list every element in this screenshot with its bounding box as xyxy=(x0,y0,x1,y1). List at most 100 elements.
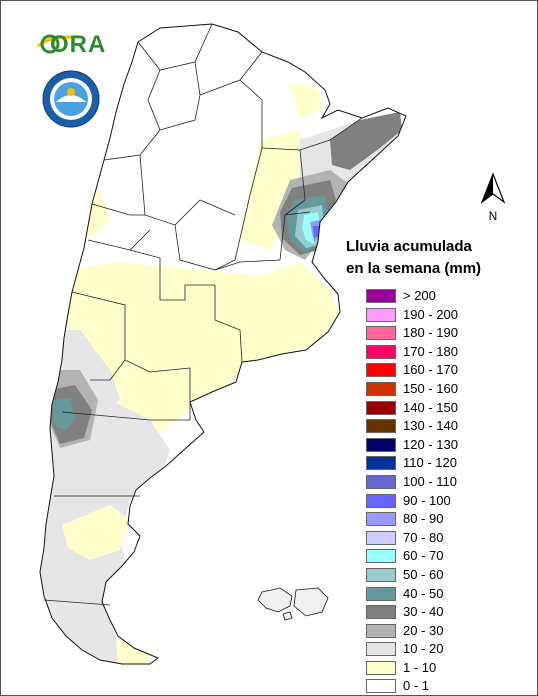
legend-title-line1: Lluvia acumulada xyxy=(346,238,472,255)
province-border xyxy=(129,249,215,301)
legend-swatch xyxy=(366,326,396,341)
province-border xyxy=(61,411,151,421)
legend-swatch xyxy=(366,623,396,638)
legend-item: 1 - 10 xyxy=(366,659,516,678)
legend-item: 60 - 70 xyxy=(366,547,516,566)
island-west xyxy=(257,587,293,613)
legend-label: 40 - 50 xyxy=(403,585,444,601)
legend-swatch xyxy=(366,605,396,620)
legend-label: 20 - 30 xyxy=(403,622,444,638)
legend-swatch xyxy=(366,381,396,396)
legend-item: 80 - 90 xyxy=(366,510,516,529)
smn-seal xyxy=(42,70,100,128)
legend-swatch xyxy=(366,419,396,434)
province-border xyxy=(43,599,111,606)
legend-label: 50 - 60 xyxy=(403,566,444,582)
rain-zone-30-40 xyxy=(330,112,402,170)
legend-title: Lluvia acumulada en la semana (mm) xyxy=(346,236,526,280)
legend-swatch xyxy=(366,586,396,601)
legend-swatch xyxy=(366,679,396,694)
province-border xyxy=(284,211,311,216)
province-borders xyxy=(43,23,363,606)
legend-item: 120 - 130 xyxy=(366,436,516,455)
province-border xyxy=(90,359,126,381)
island-east xyxy=(293,587,329,617)
legend-item: 0 - 1 xyxy=(366,677,516,696)
legend-label: 110 - 120 xyxy=(403,455,457,471)
legend-label: 150 - 160 xyxy=(403,380,458,396)
rain-zone-40-50 xyxy=(52,398,76,430)
legend-swatch xyxy=(366,567,396,582)
north-arrow-icon: N xyxy=(480,172,506,223)
legend-item: 190 - 200 xyxy=(366,306,516,325)
province-border xyxy=(261,147,306,261)
legend-label: 160 - 170 xyxy=(403,362,458,378)
legend-swatch xyxy=(366,512,396,527)
legend-label: 90 - 100 xyxy=(403,492,451,508)
legend-label: 190 - 200 xyxy=(403,306,458,322)
province-border xyxy=(239,79,263,148)
legend: > 200 190 - 200 180 - 190 170 - 180 160 - 17… xyxy=(366,287,516,696)
legend-swatch xyxy=(366,289,396,303)
legend-item: 160 - 170 xyxy=(366,361,516,380)
legend-swatch xyxy=(366,437,396,452)
legend-item: 140 - 150 xyxy=(366,399,516,418)
legend-item: > 200 xyxy=(366,287,516,306)
north-label: N xyxy=(489,209,498,223)
legend-label: > 200 xyxy=(403,288,436,303)
ora-logo-swoosh-icon xyxy=(37,34,77,54)
legend-swatch xyxy=(366,456,396,471)
legend-label: 100 - 110 xyxy=(403,473,457,489)
island-small xyxy=(282,611,293,621)
legend-title-line2: en la semana (mm) xyxy=(346,260,482,277)
legend-item: 50 - 60 xyxy=(366,566,516,585)
province-border xyxy=(299,117,363,151)
province-border xyxy=(214,259,281,271)
legend-swatch xyxy=(366,344,396,359)
legend-item: 100 - 110 xyxy=(366,473,516,492)
province-border xyxy=(174,199,236,226)
legend-swatch xyxy=(366,530,396,545)
legend-item: 180 - 190 xyxy=(366,324,516,343)
legend-item: 170 - 180 xyxy=(366,343,516,362)
rain-zone-1-10 xyxy=(240,130,310,250)
legend-item: 90 - 100 xyxy=(366,492,516,511)
province-border xyxy=(150,368,191,421)
malvinas-islands xyxy=(257,587,329,621)
province-border xyxy=(147,61,201,131)
province-border xyxy=(214,147,263,271)
legend-label: 1 - 10 xyxy=(403,659,437,675)
legend-label: 170 - 180 xyxy=(403,343,458,359)
legend-item: 130 - 140 xyxy=(366,417,516,436)
legend-label: 180 - 190 xyxy=(403,325,458,341)
legend-swatch xyxy=(366,549,396,564)
legend-item: 70 - 80 xyxy=(366,529,516,548)
legend-swatch xyxy=(366,474,396,489)
province-border xyxy=(137,23,213,71)
legend-item: 40 - 50 xyxy=(366,585,516,604)
legend-item: 20 - 30 xyxy=(366,622,516,641)
ora-logo xyxy=(36,28,106,58)
legend-label: 30 - 40 xyxy=(403,604,444,620)
legend-swatch xyxy=(366,660,396,675)
legend-item: 30 - 40 xyxy=(366,603,516,622)
legend-label: 140 - 150 xyxy=(403,399,458,415)
legend-label: 80 - 90 xyxy=(403,511,444,527)
legend-label: 70 - 80 xyxy=(403,529,444,545)
legend-swatch xyxy=(366,400,396,415)
seal-icon xyxy=(42,70,100,128)
argentina-border xyxy=(39,23,407,665)
legend-label: 10 - 20 xyxy=(403,641,444,657)
rain-zone-90-100 xyxy=(313,226,319,238)
legend-swatch xyxy=(366,642,396,657)
legend-label: 120 - 130 xyxy=(403,436,458,452)
legend-swatch xyxy=(366,493,396,508)
legend-swatch xyxy=(366,363,396,378)
province-border xyxy=(91,203,145,216)
province-border xyxy=(214,285,243,363)
north-arrow: N xyxy=(478,172,508,224)
legend-item: 110 - 120 xyxy=(366,454,516,473)
rain-zone-1-10 xyxy=(62,505,130,560)
legend-label: 60 - 70 xyxy=(403,548,444,564)
